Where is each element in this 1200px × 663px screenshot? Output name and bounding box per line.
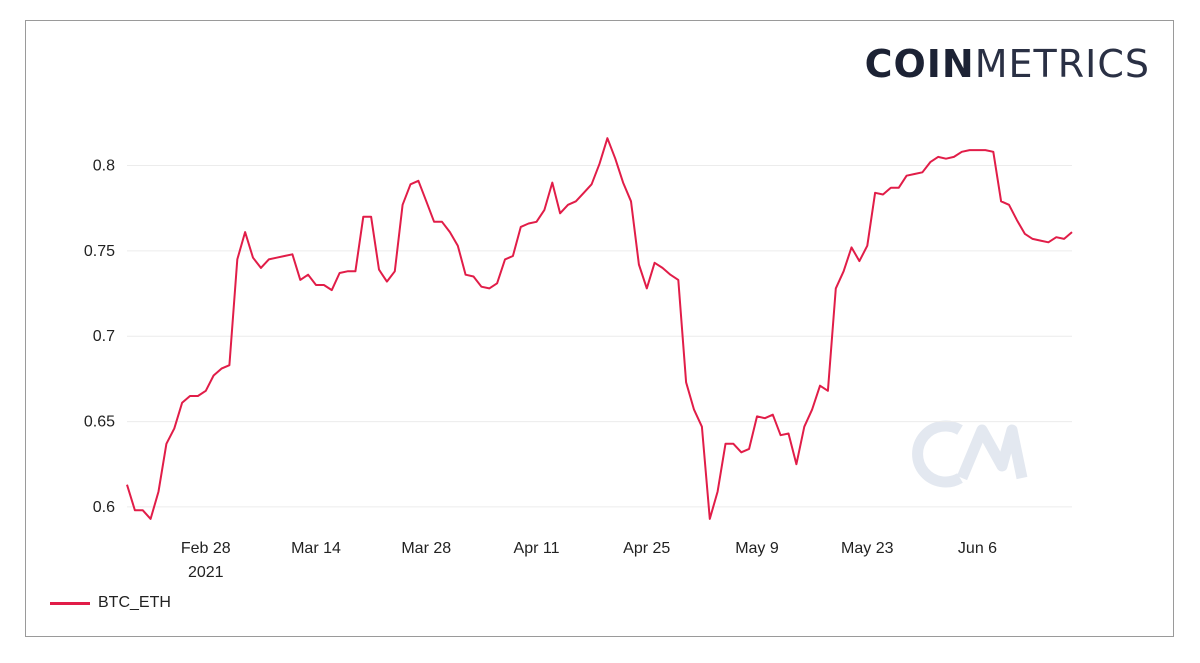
legend-label-btc-eth: BTC_ETH: [98, 594, 171, 611]
watermark-m-shape: [956, 424, 1028, 481]
watermark-c-shape: [912, 420, 963, 488]
series-line-btc-eth: [126, 137, 1073, 520]
x-axis: Feb 28 2021 Mar 14 Mar 28 Apr 11 Apr 25 May 9 M…: [181, 540, 997, 581]
x-tick-label-mar-28: Mar 28: [401, 540, 451, 557]
x-tick-label-may-9: May 9: [735, 540, 779, 557]
cm-watermark-logo: [912, 420, 1028, 488]
logo-bold-text: COIN: [864, 42, 975, 86]
series-group: [126, 137, 1073, 520]
y-tick-label-0.8: 0.8: [93, 157, 115, 174]
x-tick-sublabel-feb-28: 2021: [188, 564, 224, 581]
legend-swatch-btc-eth: [50, 601, 90, 605]
x-tick-label-jun-6: Jun 6: [958, 540, 997, 557]
x-tick-label-feb-28: Feb 28: [181, 540, 231, 557]
x-tick-label-apr-25: Apr 25: [623, 540, 670, 557]
y-axis: 0.6 0.65 0.7 0.75 0.8: [84, 157, 115, 515]
y-tick-label-0.7: 0.7: [93, 328, 115, 345]
x-tick-label-mar-14: Mar 14: [291, 540, 341, 557]
gridlines: [127, 164, 1072, 508]
coinmetrics-logo: COINMETRICS: [865, 42, 1150, 86]
x-tick-label-may-23: May 23: [841, 540, 894, 557]
y-tick-label-0.65: 0.65: [84, 414, 115, 431]
x-tick-label-apr-11: Apr 11: [514, 540, 560, 557]
y-tick-label-0.6: 0.6: [93, 499, 115, 516]
chart-frame: [25, 20, 1174, 637]
logo-light-text: METRICS: [974, 42, 1150, 86]
legend[interactable]: BTC_ETH: [50, 594, 171, 612]
y-tick-label-0.75: 0.75: [84, 243, 115, 260]
